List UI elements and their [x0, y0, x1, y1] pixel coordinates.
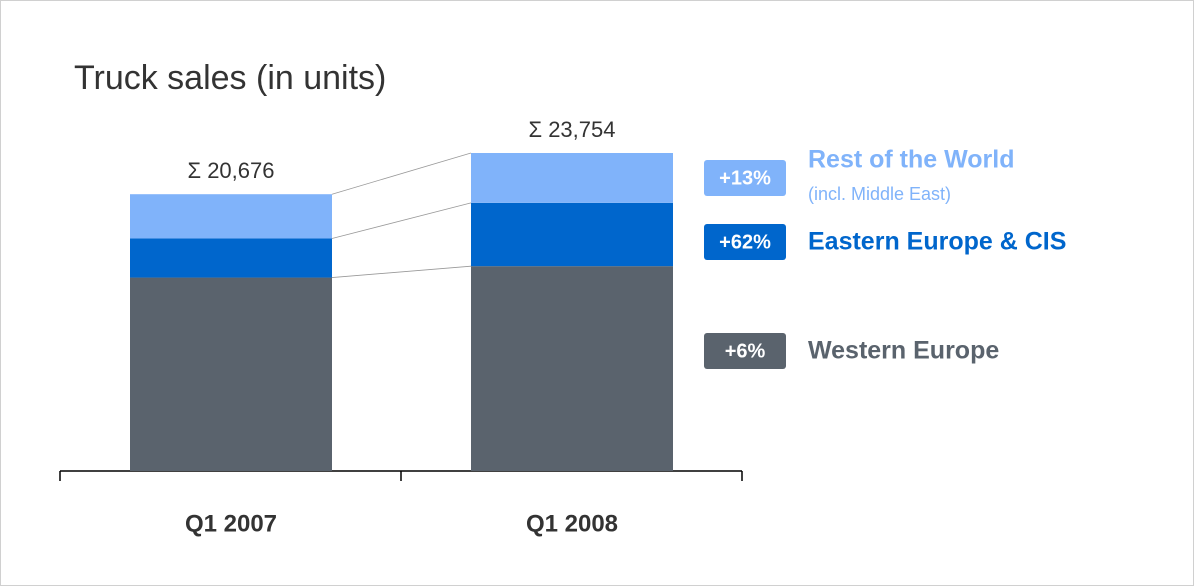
- legend-label: Western Europe: [808, 337, 999, 365]
- x-tick-label: Q1 2008: [526, 510, 618, 537]
- bar-segment: [130, 194, 332, 239]
- change-badge: [704, 160, 786, 196]
- connector: [331, 265, 472, 278]
- connector: [331, 152, 472, 195]
- bar-segment: [130, 238, 332, 278]
- legend-label: Rest of the World: [808, 146, 1014, 174]
- bar-segment: [130, 277, 332, 471]
- legend-subtitle: (incl. Middle East): [808, 184, 951, 204]
- change-badge: [704, 333, 786, 369]
- change-badge: [704, 224, 786, 260]
- total-label: Σ 20,676: [187, 158, 274, 183]
- change-label: +13%: [719, 167, 771, 189]
- change-label: +6%: [725, 340, 766, 362]
- bar-segment: [471, 266, 673, 471]
- bar-segment: [471, 153, 673, 203]
- bar-segment: [471, 202, 673, 267]
- chart-title: Truck sales (in units): [74, 59, 386, 97]
- legend-label: Eastern Europe & CIS: [808, 228, 1066, 256]
- total-label: Σ 23,754: [528, 117, 615, 142]
- connector: [331, 202, 472, 239]
- change-label: +62%: [719, 231, 771, 253]
- x-tick-label: Q1 2007: [185, 510, 277, 537]
